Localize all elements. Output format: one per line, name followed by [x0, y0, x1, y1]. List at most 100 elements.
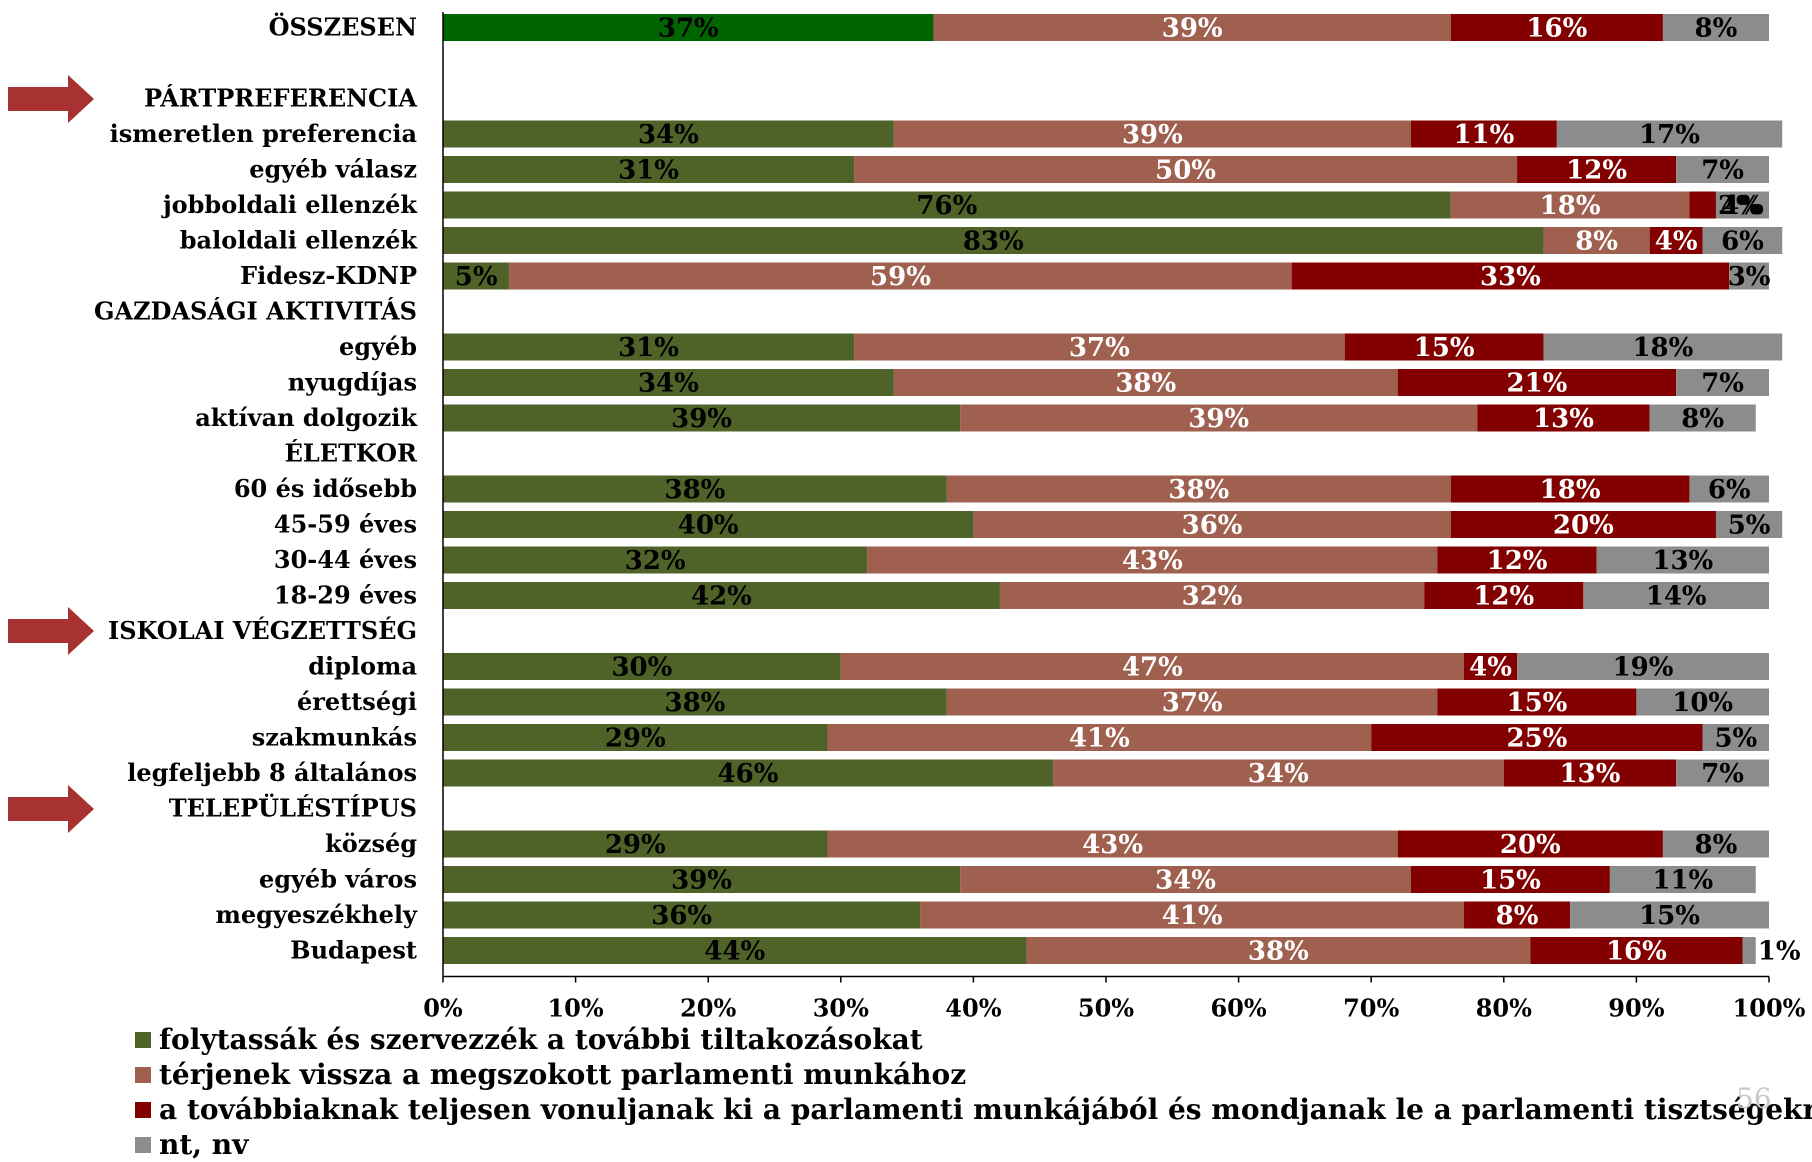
category-label: egyéb válasz [249, 155, 417, 184]
bar-segment [1410, 120, 1557, 148]
bar-segment [1397, 369, 1677, 396]
legend-swatch [135, 1031, 151, 1048]
data-label: 8% [1695, 830, 1738, 860]
bar-segment [1530, 937, 1743, 964]
data-label: 39% [1188, 404, 1249, 434]
legend: folytassák és szervezzék a további tilta… [135, 1022, 1812, 1162]
category-label: TELEPÜLÉSTÍPUS [169, 794, 417, 823]
data-label: 25% [1507, 724, 1568, 754]
x-tick-label: 70% [1343, 994, 1399, 1023]
bar-segment [973, 511, 1451, 538]
bar-segment [1583, 582, 1769, 609]
bar-segment [1477, 404, 1650, 432]
data-label: 12% [1473, 582, 1534, 612]
bar-segment [443, 688, 947, 716]
category-labels: ÖSSZESEN PÁRTPREFERENCIA ismeretlen prefer… [94, 13, 418, 965]
category-label: szakmunkás [252, 723, 417, 752]
category-label: ÉLETKOR [285, 439, 418, 468]
data-label: 34% [638, 120, 699, 150]
data-label: 37% [658, 14, 719, 44]
category-label: 18-29 éves [274, 581, 417, 610]
bar-segment [1689, 475, 1769, 503]
data-label: 32% [625, 546, 686, 576]
data-label: 5% [1728, 511, 1771, 541]
bar-segment [893, 120, 1411, 148]
category-label: aktívan dolgozik [195, 403, 418, 432]
data-label: 36% [1182, 511, 1243, 541]
bar-segment [1636, 688, 1769, 716]
right-arrow-icon [8, 607, 94, 655]
bar-segment [1609, 866, 1756, 893]
bar-segment [893, 369, 1398, 396]
bar-segment [1596, 546, 1769, 574]
bar-segment [1437, 688, 1637, 716]
x-tick-label: 60% [1210, 994, 1266, 1023]
bar-segment [443, 759, 1053, 787]
data-label: 39% [671, 866, 732, 896]
category-label: nyugdíjas [288, 368, 417, 397]
data-label: 30% [611, 653, 672, 683]
data-label: 4% [1655, 227, 1698, 257]
data-label: 43% [1122, 546, 1183, 576]
bar-segment [1649, 227, 1703, 254]
bar-segment [1517, 156, 1677, 183]
bar-segment [1662, 14, 1769, 41]
category-label: ÖSSZESEN [269, 13, 417, 42]
category-label: Fidesz-KDNP [240, 261, 417, 290]
data-label: 12% [1487, 546, 1548, 576]
data-label: 14% [1646, 582, 1707, 612]
bar-segment [443, 156, 855, 183]
category-label: legfeljebb 8 általános [127, 758, 417, 787]
bar-segment [1715, 511, 1783, 538]
x-tick-label: 100% [1733, 994, 1806, 1023]
x-tick-label: 20% [680, 994, 736, 1023]
bar-segment [1410, 866, 1610, 893]
category-label: egyéb [339, 332, 417, 361]
legend-label: nt, nv [159, 1128, 249, 1161]
data-label: 59% [870, 262, 931, 292]
bar-segment [920, 901, 1465, 929]
bar-segment [443, 333, 855, 361]
bar-segment [443, 582, 1000, 609]
bar-segment [443, 227, 1544, 254]
x-tick-label: 0% [423, 994, 463, 1023]
bar-segment [443, 404, 961, 432]
data-label: 5% [455, 262, 498, 292]
bar-segment [960, 866, 1411, 893]
bar-segments [443, 14, 1783, 964]
bar-segment [443, 937, 1027, 964]
data-label: 12% [1566, 156, 1627, 186]
data-label: 11% [1453, 120, 1514, 150]
right-arrow-icon [8, 784, 94, 833]
bar-segment [1742, 937, 1756, 964]
data-label: 8% [1575, 227, 1618, 257]
bar-segment [443, 14, 934, 41]
category-label: Budapest [290, 936, 417, 965]
data-label: 38% [1115, 369, 1176, 399]
data-label: 40% [678, 511, 739, 541]
data-label: 15% [1480, 866, 1541, 896]
category-label: GAZDASÁGI AKTIVITÁS [94, 297, 417, 326]
bar-segment [1464, 901, 1571, 929]
data-label: 31% [618, 333, 679, 363]
bar-segment [854, 333, 1345, 361]
bar-segment [1702, 724, 1769, 751]
data-label: 6% [1708, 475, 1751, 505]
x-tick-label: 40% [945, 994, 1001, 1023]
data-label: 39% [1122, 120, 1183, 150]
data-label: 19% [1613, 653, 1674, 683]
data-label: 34% [1248, 759, 1309, 789]
data-label: 46% [718, 759, 779, 789]
data-label: 34% [638, 369, 699, 399]
bar-segment [827, 830, 1398, 858]
bar-segment [443, 262, 510, 290]
data-label: 15% [1507, 688, 1568, 718]
bar-segment [933, 14, 1451, 41]
bar-segment [1344, 333, 1544, 361]
data-label: 8% [1695, 14, 1738, 44]
bar-segment [443, 475, 947, 503]
category-label: érettségi [297, 687, 417, 716]
bar-segment [443, 724, 828, 751]
legend-item-withdraw: a továbbiaknak teljesen vonuljanak ki a … [135, 1092, 1812, 1127]
category-label: egyéb város [259, 865, 417, 894]
